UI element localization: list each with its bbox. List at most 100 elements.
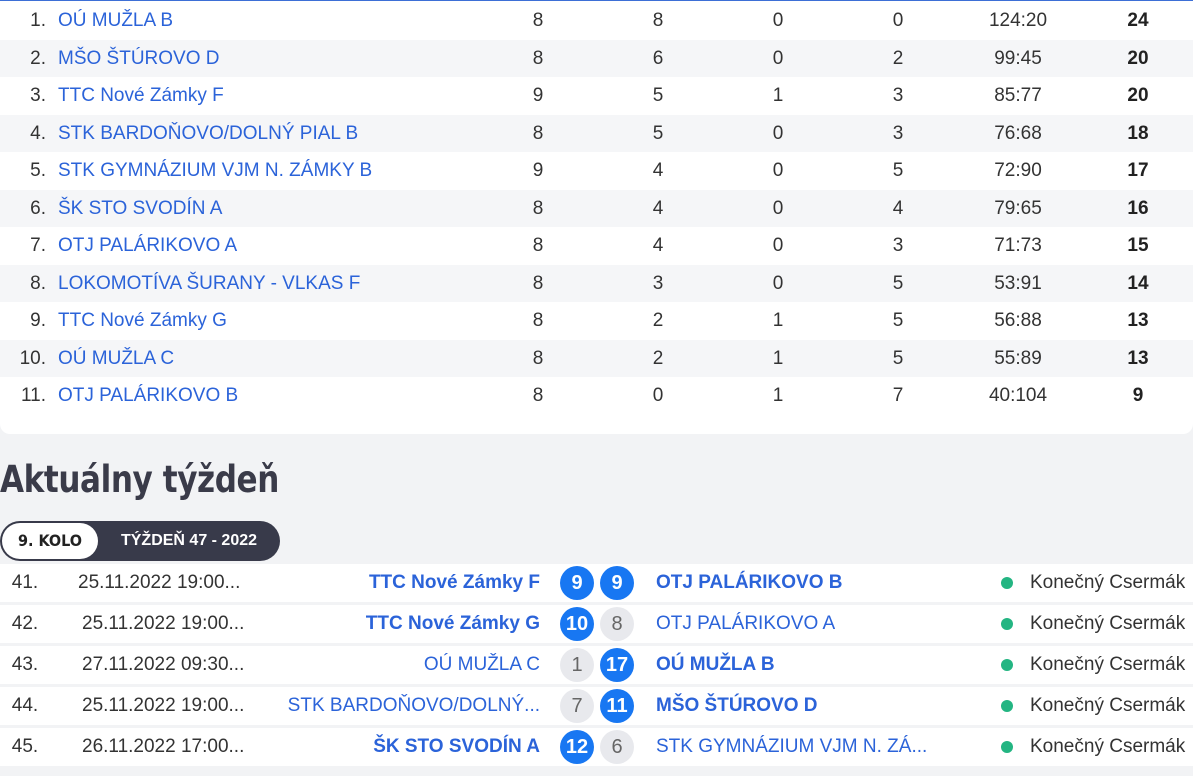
match-row[interactable]: 41. 25.11.2022 19:00... TTC Nové Zámky F… bbox=[0, 564, 1193, 602]
table-row: 9. TTC Nové Zámky G 8 2 1 5 56:88 13 bbox=[0, 302, 1193, 340]
lost: 0 bbox=[892, 10, 904, 31]
tab-week[interactable]: TÝŽDEŇ 47 - 2022 bbox=[120, 532, 258, 549]
away-team-link[interactable]: OTJ PALÁRIKOVO B bbox=[656, 572, 843, 593]
points: 20 bbox=[1127, 85, 1149, 106]
played: 8 bbox=[532, 385, 544, 406]
played: 9 bbox=[532, 85, 544, 106]
lost: 4 bbox=[892, 197, 904, 219]
team-link[interactable]: LOKOMOTÍVA ŠURANY - VLKAS F bbox=[58, 272, 361, 294]
match-number: 43. bbox=[11, 654, 39, 675]
team-link[interactable]: STK BARDOŇOVO/DOLNÝ PIAL B bbox=[58, 122, 359, 144]
match-number: 42. bbox=[11, 613, 39, 634]
rank: 5. bbox=[30, 160, 46, 181]
home-score: 1 bbox=[560, 648, 594, 682]
score: 76:68 bbox=[994, 122, 1042, 144]
home-team-link[interactable]: STK BARDOŇOVO/DOLNÝ... bbox=[287, 695, 540, 716]
points: 17 bbox=[1127, 160, 1149, 181]
home-team-link[interactable]: OÚ MUŽLA C bbox=[423, 654, 540, 675]
draw: 1 bbox=[772, 85, 784, 106]
lost: 2 bbox=[892, 47, 904, 69]
team-link[interactable]: ŠK STO SVODÍN A bbox=[58, 197, 223, 219]
match-row[interactable]: 43. 27.11.2022 09:30... OÚ MUŽLA C 1 17 … bbox=[0, 646, 1193, 684]
team-link[interactable]: OTJ PALÁRIKOVO A bbox=[58, 235, 238, 256]
played: 8 bbox=[532, 235, 544, 256]
team-link[interactable]: STK GYMNÁZIUM VJM N. ZÁMKY B bbox=[58, 160, 373, 181]
draw: 0 bbox=[772, 122, 784, 144]
team-link[interactable]: TTC Nové Zámky F bbox=[58, 85, 224, 106]
table-row: 6. ŠK STO SVODÍN A 8 4 0 4 79:65 16 bbox=[0, 189, 1193, 227]
match-date: 25.11.2022 19:00... bbox=[82, 613, 245, 634]
table-row: 5. STK GYMNÁZIUM VJM N. ZÁMKY B 9 4 0 5 … bbox=[0, 152, 1193, 190]
away-team-link[interactable]: OÚ MUŽLA B bbox=[656, 654, 775, 675]
away-score: 8 bbox=[600, 607, 634, 641]
team-link[interactable]: OTJ PALÁRIKOVO B bbox=[58, 385, 239, 406]
away-team-link[interactable]: OTJ PALÁRIKOVO A bbox=[656, 613, 836, 634]
points: 20 bbox=[1127, 47, 1149, 69]
draw: 0 bbox=[772, 160, 784, 181]
team-link[interactable]: OÚ MUŽLA C bbox=[58, 347, 175, 369]
points: 14 bbox=[1127, 272, 1149, 294]
match-date: 25.11.2022 19:00... bbox=[78, 572, 241, 593]
played: 8 bbox=[532, 10, 544, 31]
table-row: 7. OTJ PALÁRIKOVO A 8 4 0 3 71:73 15 bbox=[0, 227, 1193, 265]
team-link[interactable]: OÚ MUŽLA B bbox=[58, 10, 174, 31]
match-row[interactable]: 42. 25.11.2022 19:00... TTC Nové Zámky G… bbox=[0, 605, 1193, 643]
home-team-link[interactable]: ŠK STO SVODÍN A bbox=[373, 736, 540, 757]
points: 18 bbox=[1127, 122, 1149, 144]
score: 40:104 bbox=[988, 385, 1048, 406]
tab-round[interactable]: 9. KOLO bbox=[2, 523, 98, 559]
table-row: 1. OÚ MUŽLA B 8 8 0 0 124:20 24 bbox=[0, 2, 1193, 40]
played: 8 bbox=[532, 347, 544, 369]
rank: 8. bbox=[30, 272, 46, 294]
status-dot-icon bbox=[1001, 659, 1013, 671]
rank: 3. bbox=[30, 85, 46, 106]
home-team-link[interactable]: TTC Nové Zámky G bbox=[365, 613, 540, 634]
away-team-link[interactable]: STK GYMNÁZIUM VJM N. ZÁ... bbox=[656, 736, 928, 757]
won: 2 bbox=[652, 347, 664, 369]
status-dot-icon bbox=[1001, 577, 1013, 589]
draw: 0 bbox=[772, 272, 784, 294]
score: 85:77 bbox=[994, 85, 1042, 106]
table-row: 11. OTJ PALÁRIKOVO B 8 0 1 7 40:104 9 bbox=[0, 377, 1193, 415]
home-team-link[interactable]: TTC Nové Zámky F bbox=[368, 572, 540, 593]
rank: 4. bbox=[30, 122, 46, 144]
match-row[interactable]: 45. 26.11.2022 17:00... ŠK STO SVODÍN A … bbox=[0, 728, 1193, 766]
away-score: 9 bbox=[600, 566, 634, 600]
points: 13 bbox=[1127, 310, 1149, 331]
draw: 1 bbox=[772, 310, 784, 331]
match-status: Konečný Csermák bbox=[1030, 572, 1186, 593]
standings-table: 1. OÚ MUŽLA B 8 8 0 0 124:20 24 2. MŠO Š… bbox=[0, 0, 1193, 434]
points: 24 bbox=[1127, 10, 1149, 31]
score: 56:88 bbox=[994, 310, 1042, 331]
rank: 9. bbox=[30, 310, 46, 331]
rank: 11. bbox=[20, 385, 46, 406]
match-date: 27.11.2022 09:30... bbox=[82, 654, 245, 675]
rank: 6. bbox=[30, 197, 46, 219]
team-link[interactable]: TTC Nové Zámky G bbox=[58, 310, 227, 331]
won: 3 bbox=[652, 272, 664, 294]
status-dot-icon bbox=[1001, 741, 1013, 753]
lost: 3 bbox=[892, 122, 904, 144]
match-date: 26.11.2022 17:00... bbox=[82, 736, 245, 757]
lost: 5 bbox=[892, 272, 904, 294]
match-status: Konečný Csermák bbox=[1030, 736, 1186, 757]
played: 8 bbox=[532, 197, 544, 219]
score: 79:65 bbox=[994, 197, 1042, 219]
table-row: 3. TTC Nové Zámky F 9 5 1 3 85:77 20 bbox=[0, 77, 1193, 115]
section-title: Aktuálny týždeň bbox=[0, 458, 279, 501]
won: 5 bbox=[652, 122, 664, 144]
draw: 0 bbox=[772, 10, 784, 31]
score: 53:91 bbox=[994, 272, 1042, 294]
draw: 1 bbox=[772, 385, 784, 406]
rank: 1. bbox=[30, 10, 46, 31]
won: 0 bbox=[652, 385, 664, 406]
table-row: 2. MŠO ŠTÚROVO D 8 6 0 2 99:45 20 bbox=[0, 39, 1193, 77]
away-score: 11 bbox=[600, 689, 634, 723]
away-team-link[interactable]: MŠO ŠTÚROVO D bbox=[656, 695, 818, 716]
team-link[interactable]: MŠO ŠTÚROVO D bbox=[58, 47, 220, 69]
lost: 5 bbox=[892, 310, 904, 331]
match-row[interactable]: 44. 25.11.2022 19:00... STK BARDOŇOVO/DO… bbox=[0, 687, 1193, 725]
match-date: 25.11.2022 19:00... bbox=[82, 695, 245, 716]
lost: 5 bbox=[892, 160, 904, 181]
match-number: 44. bbox=[11, 695, 39, 716]
